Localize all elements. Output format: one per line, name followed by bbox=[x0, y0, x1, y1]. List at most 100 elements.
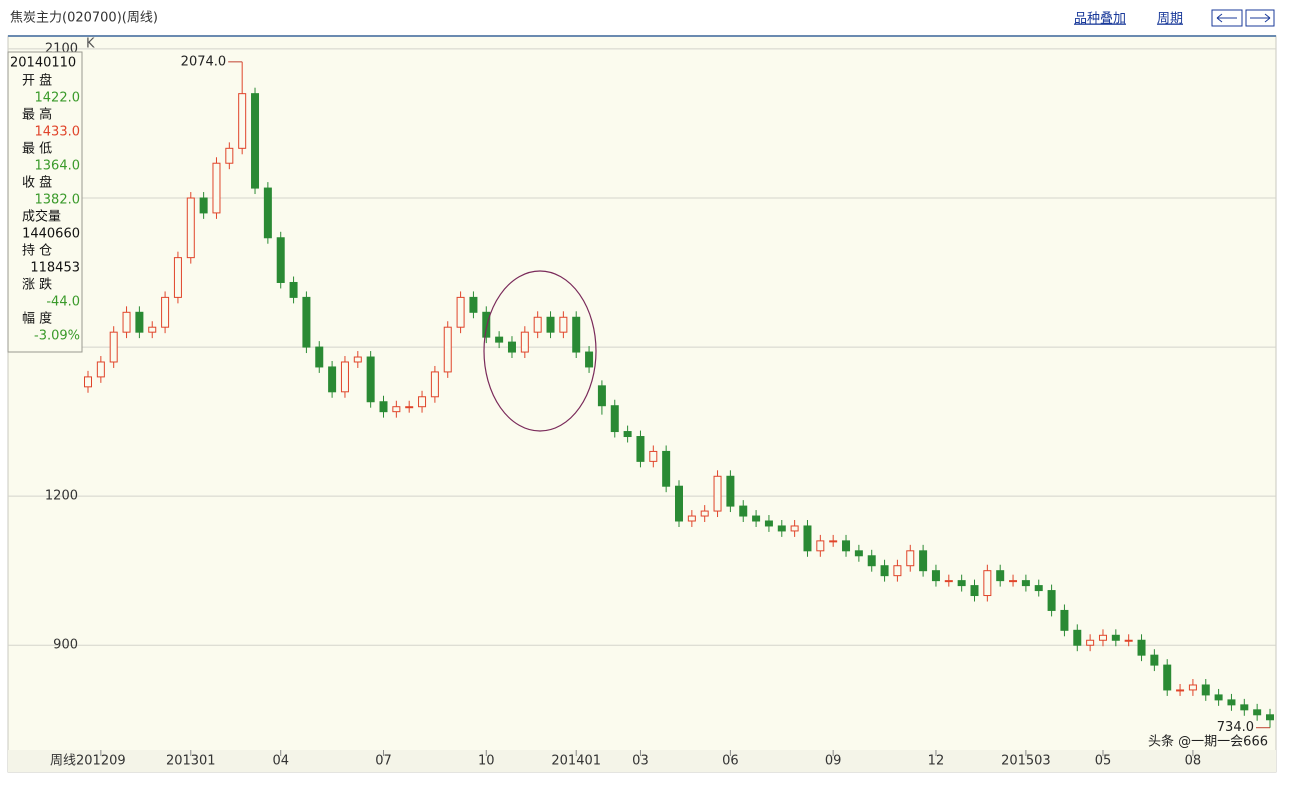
candle-body bbox=[186, 197, 195, 259]
x-axis: 201209 201301 04 07 10 201401 03 06 09 12 201503 05… bbox=[76, 750, 1201, 769]
candle-body bbox=[443, 326, 452, 373]
candle-body bbox=[507, 341, 516, 353]
k-label: K bbox=[86, 37, 95, 52]
period-button[interactable]: 周期 bbox=[1157, 12, 1183, 27]
candle-body bbox=[96, 361, 105, 378]
candle-body bbox=[1176, 689, 1185, 692]
candle-body bbox=[1098, 634, 1107, 641]
info-value: 118453 bbox=[30, 261, 80, 276]
info-value: 1422.0 bbox=[35, 91, 81, 106]
candle-body bbox=[572, 316, 581, 353]
candle-body bbox=[1034, 585, 1043, 592]
candle-body bbox=[1150, 654, 1159, 666]
candle-body bbox=[199, 197, 208, 214]
candle-body bbox=[983, 570, 992, 597]
overlay-button[interactable]: 品种叠加 bbox=[1074, 12, 1126, 27]
candle-body bbox=[1137, 639, 1146, 656]
candles: 2074.0 734.0 bbox=[84, 54, 1274, 735]
candle-body bbox=[700, 510, 709, 517]
candle-body bbox=[148, 326, 157, 333]
candle-body bbox=[1201, 684, 1210, 696]
candle-body bbox=[1124, 639, 1133, 642]
candle-body bbox=[726, 475, 735, 507]
candle-body bbox=[752, 515, 761, 522]
candle-body bbox=[161, 296, 170, 328]
info-label: 收 盘 bbox=[22, 175, 52, 191]
candle-body bbox=[1227, 699, 1236, 706]
candle-body bbox=[353, 356, 362, 363]
candle-body bbox=[1047, 590, 1056, 611]
y-tick-label: 1200 bbox=[45, 489, 78, 504]
candle-body bbox=[829, 540, 838, 543]
candle-body bbox=[379, 401, 388, 413]
candle-body bbox=[212, 162, 221, 214]
candle-body bbox=[610, 405, 619, 433]
candle-body bbox=[585, 351, 594, 368]
candle-body bbox=[1266, 714, 1274, 721]
candle-body bbox=[996, 570, 1005, 582]
candle-body bbox=[1060, 609, 1069, 631]
info-value: 1440660 bbox=[22, 227, 80, 242]
candle-body bbox=[1214, 694, 1223, 701]
candle-body bbox=[1073, 629, 1082, 646]
x-tick-label: 201301 bbox=[166, 754, 216, 769]
candle-body bbox=[135, 311, 144, 333]
info-value: -44.0 bbox=[46, 295, 80, 310]
candle-body bbox=[842, 540, 851, 552]
candle-body bbox=[662, 450, 671, 487]
watermark: 头条 @一期一会666 bbox=[1148, 734, 1268, 750]
candle-body bbox=[546, 316, 555, 333]
candle-body bbox=[816, 540, 825, 552]
candle-body bbox=[623, 431, 632, 438]
candle-body bbox=[906, 550, 915, 567]
candle-body bbox=[109, 331, 118, 363]
x-tick-label: 201209 bbox=[76, 754, 126, 769]
candle-body bbox=[739, 505, 748, 517]
candle-body bbox=[1253, 709, 1262, 716]
x-tick-label: 201503 bbox=[1001, 754, 1051, 769]
candle-body bbox=[803, 525, 812, 552]
candle-body bbox=[340, 361, 349, 393]
candle-body bbox=[456, 296, 465, 328]
candle-body bbox=[520, 331, 529, 353]
info-label: 成交量 bbox=[22, 209, 61, 225]
candle-body bbox=[649, 450, 658, 462]
nav-right-button[interactable] bbox=[1245, 9, 1275, 27]
plot-bg bbox=[7, 35, 1277, 773]
candle-body bbox=[636, 436, 645, 462]
info-label: 开 盘 bbox=[22, 73, 52, 89]
candle-body bbox=[495, 336, 504, 343]
info-label: 涨 跌 bbox=[22, 277, 52, 293]
x-tick-label: 10 bbox=[478, 754, 495, 769]
candle-body bbox=[302, 296, 311, 348]
candle-body bbox=[238, 93, 247, 149]
x-tick-label: 09 bbox=[825, 754, 842, 769]
candle-body bbox=[392, 406, 401, 413]
candle-body bbox=[1086, 639, 1095, 646]
candle-body bbox=[405, 406, 414, 409]
candle-body bbox=[1009, 580, 1018, 583]
x-tick-label: 03 bbox=[632, 754, 649, 769]
x-tick-label: 08 bbox=[1185, 754, 1202, 769]
info-date: 20140110 bbox=[10, 56, 76, 71]
candle-body bbox=[122, 311, 131, 333]
candle-body bbox=[469, 296, 478, 313]
candle-body bbox=[970, 585, 979, 597]
candle-body bbox=[854, 550, 863, 557]
info-value: 1433.0 bbox=[35, 125, 81, 140]
nav-left-button[interactable] bbox=[1211, 9, 1243, 27]
highlight-circle bbox=[483, 270, 597, 432]
candle-body bbox=[533, 316, 542, 333]
candle-body bbox=[790, 525, 799, 532]
period-label: 周线 bbox=[50, 754, 76, 769]
candle-body bbox=[289, 281, 298, 298]
x-axis-bar bbox=[8, 750, 1276, 772]
candle-body bbox=[687, 515, 696, 522]
candle-body bbox=[764, 520, 773, 527]
x-tick-label: 201401 bbox=[551, 754, 601, 769]
info-panel: 20140110 开 盘 1422.0最 高 1433.0 最 低 1364.0收 盘 13… bbox=[7, 51, 83, 353]
candle-body bbox=[597, 385, 606, 407]
nav-right-icon bbox=[1250, 13, 1271, 23]
